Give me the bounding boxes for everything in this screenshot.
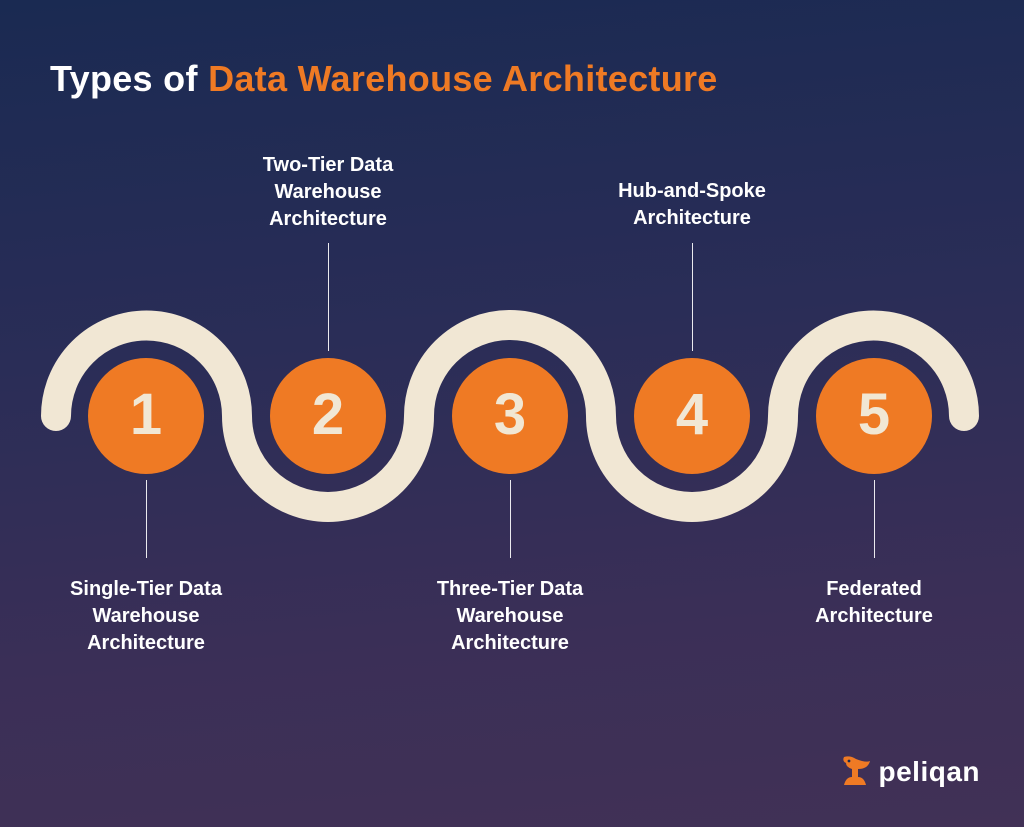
- step-node-4: 4: [634, 358, 750, 474]
- step-number: 4: [676, 381, 708, 448]
- title-prefix: Types of: [50, 58, 208, 99]
- connector-line: [510, 480, 511, 558]
- step-node-1: 1: [88, 358, 204, 474]
- page-title: Types of Data Warehouse Architecture: [50, 58, 718, 100]
- step-label-1: Single-Tier DataWarehouseArchitecture: [51, 576, 241, 657]
- brand-logo: peliqan: [840, 755, 980, 789]
- step-number: 1: [130, 381, 162, 448]
- pelican-icon: [840, 755, 872, 789]
- step-node-3: 3: [452, 358, 568, 474]
- brand-name: peliqan: [878, 756, 980, 788]
- step-number: 5: [858, 381, 890, 448]
- connector-line: [328, 243, 329, 351]
- infographic-canvas: Types of Data Warehouse Architecture 1 S…: [0, 0, 1024, 827]
- connector-line: [874, 480, 875, 558]
- step-number: 2: [312, 381, 344, 448]
- step-node-5: 5: [816, 358, 932, 474]
- step-node-2: 2: [270, 358, 386, 474]
- step-number: 3: [494, 381, 526, 448]
- connector-line: [146, 480, 147, 558]
- step-label-4: Hub-and-SpokeArchitecture: [597, 178, 787, 232]
- step-label-2: Two-Tier DataWarehouseArchitecture: [233, 152, 423, 233]
- title-accent: Data Warehouse Architecture: [208, 58, 718, 99]
- step-label-5: FederatedArchitecture: [779, 576, 969, 630]
- step-label-3: Three-Tier DataWarehouseArchitecture: [415, 576, 605, 657]
- connector-line: [692, 243, 693, 351]
